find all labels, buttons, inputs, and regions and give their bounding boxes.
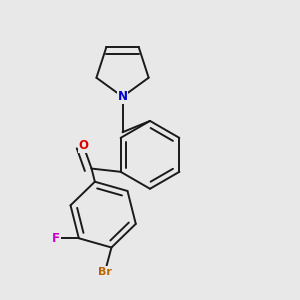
Text: O: O — [79, 140, 88, 152]
Text: Br: Br — [98, 267, 112, 277]
Text: F: F — [52, 232, 60, 245]
Text: N: N — [118, 90, 128, 103]
